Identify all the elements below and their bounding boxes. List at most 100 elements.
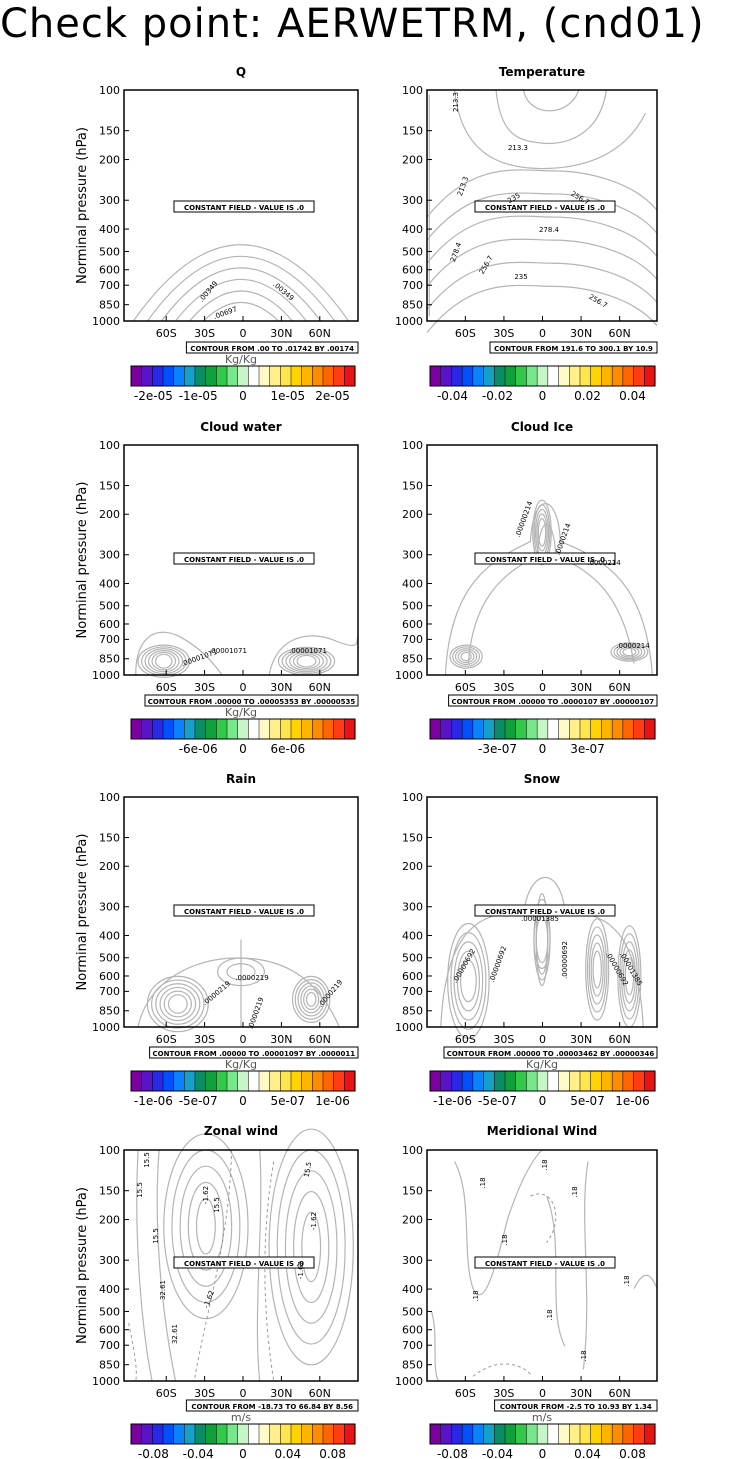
colorbar-swatch <box>344 1070 356 1092</box>
contour-label: 256.7 <box>587 293 608 310</box>
colorbar-swatch <box>280 718 292 740</box>
y-tick-label: 200 <box>99 153 120 166</box>
contour-label: .0000214 <box>587 559 621 567</box>
colorbar-swatch <box>547 1423 560 1445</box>
colorbar-tick-label: -5e-07 <box>179 1094 218 1108</box>
colorbar-swatch <box>526 718 538 740</box>
contour-line <box>281 648 332 674</box>
colorbar-swatch <box>162 718 175 740</box>
contour-info-box <box>443 1046 658 1059</box>
plot-frame <box>123 89 359 322</box>
contour-label: .00697 <box>212 305 238 321</box>
colorbar-swatch <box>333 365 345 387</box>
x-tick-label: 30S <box>194 1387 215 1400</box>
y-tick-label: 600 <box>99 970 120 983</box>
contour-line <box>163 1133 249 1320</box>
colorbar-tick-label: 0.04 <box>274 1447 301 1459</box>
colorbar-swatch <box>601 718 613 740</box>
contour-line <box>624 957 635 996</box>
colorbar-swatch <box>547 365 560 387</box>
x-tick-label: 30S <box>194 1033 215 1046</box>
contour-line <box>293 1190 330 1304</box>
colorbar-swatch <box>280 365 292 387</box>
y-tick-label: 150 <box>99 1185 120 1198</box>
colorbar-swatch <box>494 365 506 387</box>
contour-line <box>297 982 325 1017</box>
colorbar-tick-label: 0.08 <box>619 1447 646 1459</box>
constant-field-box <box>173 904 315 917</box>
y-tick-label: 850 <box>99 653 120 666</box>
panel-temperature: Temperature 100 150 200 300 400 500 600 700 850 10… <box>395 65 658 403</box>
colorbar-tick-label: -0.04 <box>437 389 468 403</box>
colorbar-swatch <box>451 718 463 740</box>
contour-label: 278.4 <box>539 226 560 234</box>
y-tick-label: 700 <box>99 279 120 292</box>
constant-field-label: CONSTANT FIELD - VALUE IS .0 <box>485 556 605 564</box>
colorbar-swatch <box>248 1070 260 1092</box>
contour-line <box>195 1197 216 1255</box>
y-tick-label: 850 <box>402 653 423 666</box>
colorbar-swatch <box>322 718 335 740</box>
colorbar-swatch <box>312 718 324 740</box>
contour-line <box>590 942 604 997</box>
contour-line <box>303 988 320 1011</box>
y-tick-label: 500 <box>402 245 423 258</box>
colorbar-swatch <box>569 1423 581 1445</box>
colorbar-swatch <box>504 1070 517 1092</box>
contour-line <box>532 499 552 566</box>
colorbar-swatch <box>162 1423 175 1445</box>
colorbar-swatch <box>451 1070 463 1092</box>
y-tick-label: 300 <box>99 549 120 562</box>
colorbar-tick-label: -2e-05 <box>134 389 173 403</box>
y-tick-label: 300 <box>402 1254 423 1267</box>
colorbar-swatch <box>504 1423 517 1445</box>
y-tick-label: 400 <box>402 929 423 942</box>
colorbar-swatch <box>248 718 260 740</box>
colorbar-frame <box>429 365 656 387</box>
colorbar-swatch <box>194 718 207 740</box>
x-tick-label: 30S <box>194 681 215 694</box>
colorbar-swatch <box>536 1423 549 1445</box>
contour-line <box>610 642 649 662</box>
colorbar-swatch <box>483 718 495 740</box>
colorbar-swatch <box>344 1423 356 1445</box>
contour-info-box <box>489 341 658 354</box>
colorbar-tick-label: 1e-06 <box>315 1094 350 1108</box>
colorbar-swatch <box>322 1423 335 1445</box>
y-tick-label: 500 <box>402 952 423 965</box>
colorbar-swatch <box>461 1423 474 1445</box>
y-tick-label: 300 <box>402 194 423 207</box>
colorbar-swatch <box>622 1070 635 1092</box>
y-tick-label: 850 <box>402 1359 423 1372</box>
contour-line <box>163 990 192 1018</box>
units-label: m/s <box>231 1411 251 1424</box>
y-tick-label: 700 <box>99 633 120 646</box>
colorbar-swatch <box>494 1423 506 1445</box>
contour-line <box>537 518 547 547</box>
colorbar-swatch <box>569 718 581 740</box>
panel-rain: Rain 100 150 200 300 400 500 600 700 850 1000 Normi… <box>75 772 359 1108</box>
colorbar-swatch <box>526 1070 538 1092</box>
contour-label: .00000692 <box>561 941 569 979</box>
colorbar-tick-label: -3e-07 <box>478 742 517 756</box>
contour-line <box>426 169 658 218</box>
y-tick-label: 1000 <box>395 315 423 328</box>
colorbar-swatch <box>622 1423 635 1445</box>
x-tick-label: 60S <box>455 1033 476 1046</box>
colorbar-swatch <box>290 1423 303 1445</box>
contour-line <box>523 89 580 112</box>
y-tick-label: 400 <box>99 577 120 590</box>
colorbar-tick-label: 0 <box>539 742 547 756</box>
x-tick-label: 60N <box>609 681 631 694</box>
x-tick-label: 30N <box>570 327 592 340</box>
y-tick-label: 300 <box>99 901 120 914</box>
y-tick-label: 200 <box>402 1213 423 1226</box>
colorbar-tick-label: 0 <box>239 1094 247 1108</box>
colorbar-swatch <box>472 1070 485 1092</box>
y-tick-label: 300 <box>99 194 120 207</box>
colorbar-swatch <box>258 365 271 387</box>
colorbar-swatch <box>429 365 442 387</box>
contour-label: 213.3 <box>456 176 470 198</box>
contour-line <box>426 284 658 333</box>
y-tick-label: 200 <box>99 508 120 521</box>
